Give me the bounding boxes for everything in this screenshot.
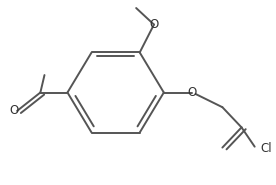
Text: O: O [9, 104, 18, 117]
Text: Cl: Cl [261, 142, 272, 155]
Text: O: O [149, 18, 159, 31]
Text: O: O [188, 86, 197, 99]
